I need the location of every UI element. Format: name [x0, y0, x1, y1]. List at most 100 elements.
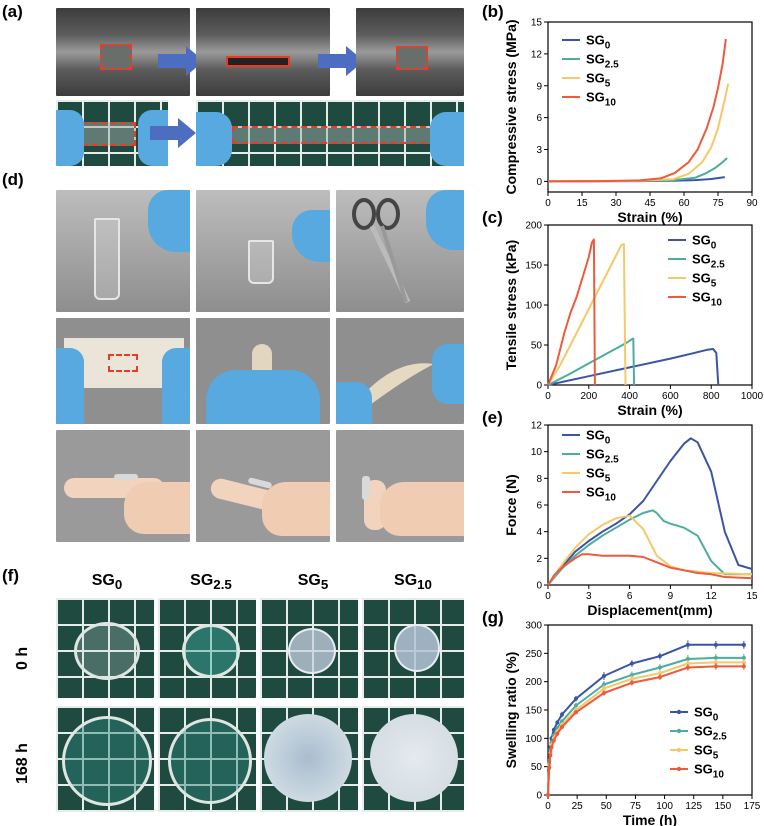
y-axis-label: Tensile stress (kPa): [503, 240, 519, 370]
legend-label: SG5: [694, 743, 719, 762]
legend-label: SG2.5: [586, 447, 619, 466]
finger-photo-1: [56, 430, 190, 542]
x-tick-label: 100: [656, 801, 673, 812]
series-line-SG5: [547, 83, 730, 183]
y-tick-label: 3: [536, 145, 542, 156]
y-tick-label: 250: [525, 649, 542, 660]
data-point: [551, 738, 556, 743]
legend-label: SG10: [694, 762, 724, 781]
column-label-sg5: SG5: [297, 572, 329, 593]
swelling-photo-sg0-0h: [56, 598, 154, 698]
hydrogel-disk: [394, 624, 440, 672]
y-tick-label: 6: [536, 113, 542, 124]
legend-label: SG10: [692, 290, 722, 309]
legend-label: SG5: [586, 466, 611, 485]
data-point: [685, 642, 690, 647]
x-axis-label: Strain (%): [617, 209, 682, 225]
legend-label: SG0: [586, 33, 611, 52]
legend-label: SG10: [586, 485, 616, 504]
series-line-SG5: [547, 243, 627, 386]
x-axis-label: Time (h): [623, 812, 677, 826]
stretch-photo-after: [196, 100, 464, 166]
x-tick-label: 6: [627, 591, 633, 602]
data-point: [713, 660, 718, 665]
legend-label: SG10: [586, 90, 616, 109]
x-tick-label: 3: [586, 591, 592, 602]
x-tick-label: 800: [703, 391, 720, 402]
y-tick-label: 8: [536, 474, 542, 485]
swelling-photo-sg5-0h: [260, 598, 358, 698]
y-tick-label: 0: [536, 177, 542, 188]
column-label-sg0: SG0: [91, 572, 123, 593]
y-tick-label: 0: [536, 791, 542, 802]
y-tick-label: 0: [536, 581, 542, 592]
arrow-right-icon: [158, 46, 204, 76]
sample-highlight: [108, 354, 138, 372]
swelling-photo-sg10-0h: [362, 598, 464, 698]
data-point: [713, 655, 718, 660]
scissors-photo: [336, 190, 464, 312]
y-axis-label: Compressive stress (MPa): [503, 19, 519, 194]
data-point: [601, 686, 606, 691]
data-point: [559, 725, 564, 729]
hand: [380, 482, 464, 536]
data-point: [713, 642, 718, 647]
x-tick-label: 0: [545, 391, 551, 402]
data-point: [741, 664, 746, 669]
fabric-photo-3: [336, 318, 464, 424]
x-tick-label: 45: [644, 198, 656, 209]
panel-label-d: (d): [2, 170, 24, 189]
hydrogel-disk: [168, 718, 252, 804]
data-point: [548, 753, 553, 758]
data-point: [657, 665, 662, 670]
panel-label-b: (b): [482, 2, 504, 21]
data-point: [551, 727, 556, 732]
finger-photo-2: [196, 430, 330, 542]
sample-highlight: [100, 44, 132, 70]
data-point: [741, 660, 746, 665]
glove-right: [162, 348, 190, 424]
swelling-photo-sg2.5-0h: [158, 598, 256, 698]
legend-label: SG5: [586, 71, 611, 90]
x-tick-label: 9: [668, 591, 674, 602]
data-point: [741, 655, 746, 660]
legend-label: SG2.5: [694, 724, 727, 743]
hydrogel-disk: [182, 624, 240, 678]
data-point: [546, 793, 550, 797]
x-tick-label: 0: [545, 198, 551, 209]
glove-left: [56, 110, 84, 166]
hydrogel-disk: [264, 714, 352, 802]
panel-label-a: (a): [2, 2, 23, 21]
series-line-SG10: [547, 238, 596, 386]
data-point: [559, 712, 564, 717]
series-line-SG2.5: [547, 337, 636, 386]
y-tick-label: 12: [531, 421, 543, 432]
y-tick-label: 100: [525, 301, 542, 312]
glove: [148, 190, 190, 252]
data-point: [555, 731, 560, 736]
swelling-photo-sg5-168h: [260, 706, 358, 812]
y-tick-label: 50: [531, 341, 543, 352]
arrow-right-icon: [318, 46, 364, 76]
hydrogel-disk: [370, 714, 458, 802]
y-tick-label: 150: [525, 706, 542, 717]
swelling-photo-sg2.5-168h: [158, 706, 256, 812]
panel-label-c: (c): [482, 208, 503, 227]
legend-label: SG2.5: [692, 252, 725, 271]
y-tick-label: 4: [536, 527, 542, 538]
glove-right: [432, 344, 464, 404]
data-point: [601, 682, 606, 687]
y-tick-label: 300: [525, 621, 542, 632]
y-tick-label: 150: [525, 261, 542, 272]
arrow-right-icon: [150, 118, 196, 148]
plot-frame: [547, 424, 753, 586]
glove-right: [430, 112, 464, 166]
hand: [262, 482, 330, 536]
x-tick-label: 200: [580, 391, 597, 402]
data-point: [657, 675, 662, 680]
hydrogel-sensor: [362, 476, 370, 500]
x-tick-label: 0: [545, 591, 551, 602]
sample-highlight: [226, 56, 290, 67]
